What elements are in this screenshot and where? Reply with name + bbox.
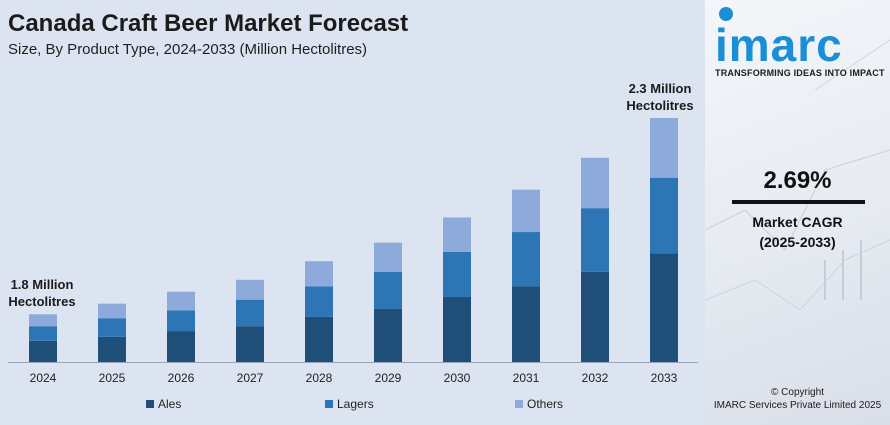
cagr-value: 2.69% [763, 167, 832, 194]
legend-label-lagers: Lagers [337, 397, 374, 411]
legend-label-others: Others [527, 397, 564, 411]
bar-ales-2025 [98, 336, 126, 362]
background-chart-graphic [705, 39, 890, 311]
start-annotation-line1: 1.8 Million [10, 277, 74, 292]
bar-lagers-2030 [443, 251, 471, 298]
chart-title: Canada Craft Beer Market Forecast [8, 10, 409, 37]
copyright: © Copyright IMARC Services Private Limit… [705, 386, 890, 412]
legend-swatch-others [515, 400, 523, 408]
bar-others-2032 [581, 157, 609, 209]
bar-ales-2027 [236, 326, 264, 362]
bar-others-2030 [443, 217, 471, 252]
bar-others-2027 [236, 279, 264, 300]
end-annotation-line1: 2.3 Million [628, 81, 692, 96]
end-annotation: 2.3 Million Hectolitres [620, 80, 700, 114]
legend-item-others: Others [515, 397, 563, 411]
bar-others-2026 [167, 291, 195, 311]
x-tick-label-2027: 2027 [237, 371, 264, 385]
copyright-line2: IMARC Services Private Limited 2025 [713, 400, 882, 411]
bar-ales-2024 [29, 340, 57, 362]
bar-others-2028 [305, 261, 333, 287]
x-tick-label-2028: 2028 [306, 371, 333, 385]
bar-lagers-2031 [512, 232, 540, 287]
x-tick-label-2031: 2031 [513, 371, 540, 385]
bar-lagers-2026 [167, 310, 195, 332]
chart-subtitle: Size, By Product Type, 2024-2033 (Millio… [8, 41, 368, 58]
brand-tagline: TRANSFORMING IDEAS INTO IMPACT [715, 68, 885, 78]
x-tick-label-2029: 2029 [375, 371, 402, 385]
bar-ales-2028 [305, 316, 333, 362]
bar-ales-2032 [581, 271, 609, 362]
bar-others-2025 [98, 303, 126, 319]
bar-ales-2026 [167, 331, 195, 362]
bar-lagers-2028 [305, 286, 333, 317]
cagr-label: Market CAGR (2025-2033) [705, 212, 890, 252]
legend-label-ales: Ales [158, 397, 182, 411]
legend-item-lagers: Lagers [325, 397, 374, 411]
bar-lagers-2033 [650, 177, 678, 254]
bar-ales-2033 [650, 253, 678, 362]
cagr-divider [732, 200, 865, 204]
bar-others-2024 [29, 314, 57, 327]
start-annotation-line2: Hectolitres [8, 294, 76, 309]
bar-lagers-2024 [29, 326, 57, 341]
bar-lagers-2027 [236, 299, 264, 327]
chart-panel: Canada Craft Beer Market Forecast Size, … [2, 10, 700, 411]
legend-item-ales: Ales [146, 397, 181, 411]
copyright-line1: © Copyright [771, 387, 824, 398]
x-tick-label-2030: 2030 [444, 371, 471, 385]
bar-others-2031 [512, 189, 540, 233]
x-tick-label-2025: 2025 [99, 371, 126, 385]
stacked-bar-chart: 2024 2025 2026 2027 2028 2029 2030 2031 2032 2033 [8, 118, 698, 385]
x-tick-label-2026: 2026 [168, 371, 195, 385]
x-tick-label-2033: 2033 [651, 371, 678, 385]
start-annotation: 1.8 Million Hectolitres [2, 276, 82, 310]
logo-dot [719, 7, 733, 21]
legend-swatch-ales [146, 400, 154, 408]
bar-lagers-2032 [581, 208, 609, 272]
legend-swatch-lagers [325, 400, 333, 408]
x-tick-label-2024: 2024 [30, 371, 57, 385]
bar-ales-2029 [374, 308, 402, 362]
x-tick-label-2032: 2032 [582, 371, 609, 385]
side-panel: imarc TRANSFORMING IDEAS INTO IMPACT 2.6… [705, 0, 890, 425]
bar-others-2033 [650, 118, 678, 178]
bar-lagers-2025 [98, 318, 126, 337]
end-annotation-line2: Hectolitres [626, 98, 694, 113]
bar-ales-2031 [512, 286, 540, 362]
bar-lagers-2029 [374, 271, 402, 309]
imarc-logo: imarc [715, 19, 843, 71]
bar-ales-2030 [443, 297, 471, 362]
cagr-period: (2025-2033) [759, 234, 836, 250]
bar-others-2029 [374, 242, 402, 272]
cagr-label-text: Market CAGR [752, 214, 843, 230]
